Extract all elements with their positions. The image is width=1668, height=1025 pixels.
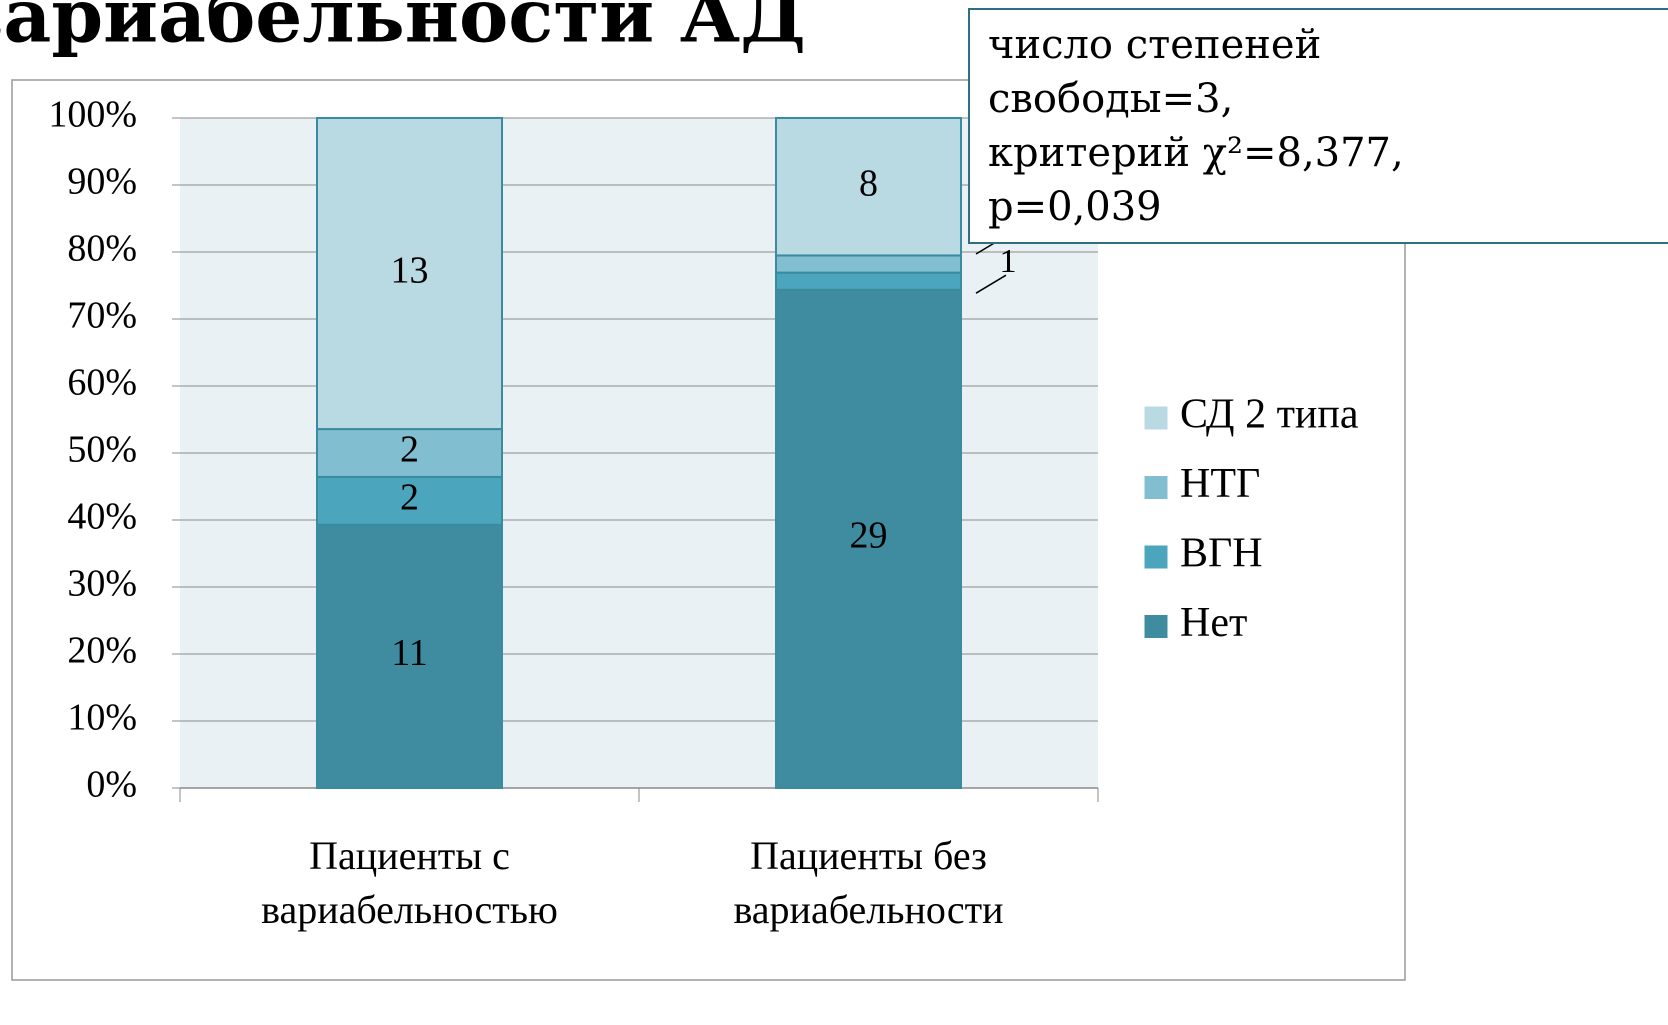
bar-segment	[775, 288, 962, 789]
y-tick-label: 10%	[67, 697, 137, 739]
annotation-text: критерий χ²=8,377,	[988, 130, 1404, 176]
y-tick-label: 90%	[67, 161, 137, 203]
y-tick-label: 80%	[67, 228, 137, 270]
x-tick-label-line: Пациенты без	[750, 833, 987, 878]
bar-segment	[316, 475, 503, 526]
y-tick-label: 40%	[67, 496, 137, 538]
data-label: 1	[1000, 243, 1017, 280]
y-tick-label: 20%	[67, 630, 137, 672]
data-label: 11	[391, 632, 428, 674]
data-label: 8	[859, 162, 878, 204]
annotation-text: p=0,039	[988, 184, 1162, 230]
legend-label: СД 2 типа	[1180, 392, 1359, 438]
legend-swatch	[1143, 405, 1169, 431]
annotation-text: свободы=3,	[988, 76, 1233, 122]
x-tick-label-line: Пациенты с	[309, 833, 510, 878]
bar-segment	[775, 117, 962, 257]
bar-segment	[775, 254, 962, 274]
annotation-text: число степеней	[988, 22, 1321, 68]
x-tick-label-line: вариабельностью	[261, 887, 558, 932]
y-tick-label: 60%	[67, 362, 137, 404]
legend-swatch	[1143, 544, 1169, 570]
x-tick-label: Пациенты без вариабельности	[733, 833, 1003, 932]
y-tick-label: 100%	[48, 94, 137, 136]
legend-swatch	[1143, 614, 1169, 639]
legend-label: ВГН	[1180, 531, 1263, 577]
legend-label: Нет	[1180, 600, 1247, 646]
legend-swatch	[1143, 475, 1169, 500]
chart-title: вариабельности АД	[0, 0, 806, 60]
y-tick-label: 30%	[67, 563, 137, 605]
data-label: 2	[400, 429, 419, 471]
data-label: 1	[1000, 243, 1017, 280]
bar-segment	[316, 523, 503, 789]
y-tick-label: 50%	[67, 429, 137, 471]
legend-label: НТГ	[1180, 461, 1260, 507]
x-tick-label: Пациенты с вариабельностью	[261, 833, 558, 932]
data-label: 13	[391, 249, 429, 291]
bar-segment	[316, 117, 503, 431]
y-tick-label: 0%	[86, 764, 137, 806]
leader-line	[975, 274, 1007, 294]
annotation-box	[968, 8, 1668, 244]
data-label: 29	[850, 515, 888, 557]
bar-segment	[775, 271, 962, 291]
y-tick-label: 70%	[67, 295, 137, 337]
x-tick-label-line: вариабельности	[733, 887, 1003, 932]
data-label: 2	[400, 477, 419, 519]
